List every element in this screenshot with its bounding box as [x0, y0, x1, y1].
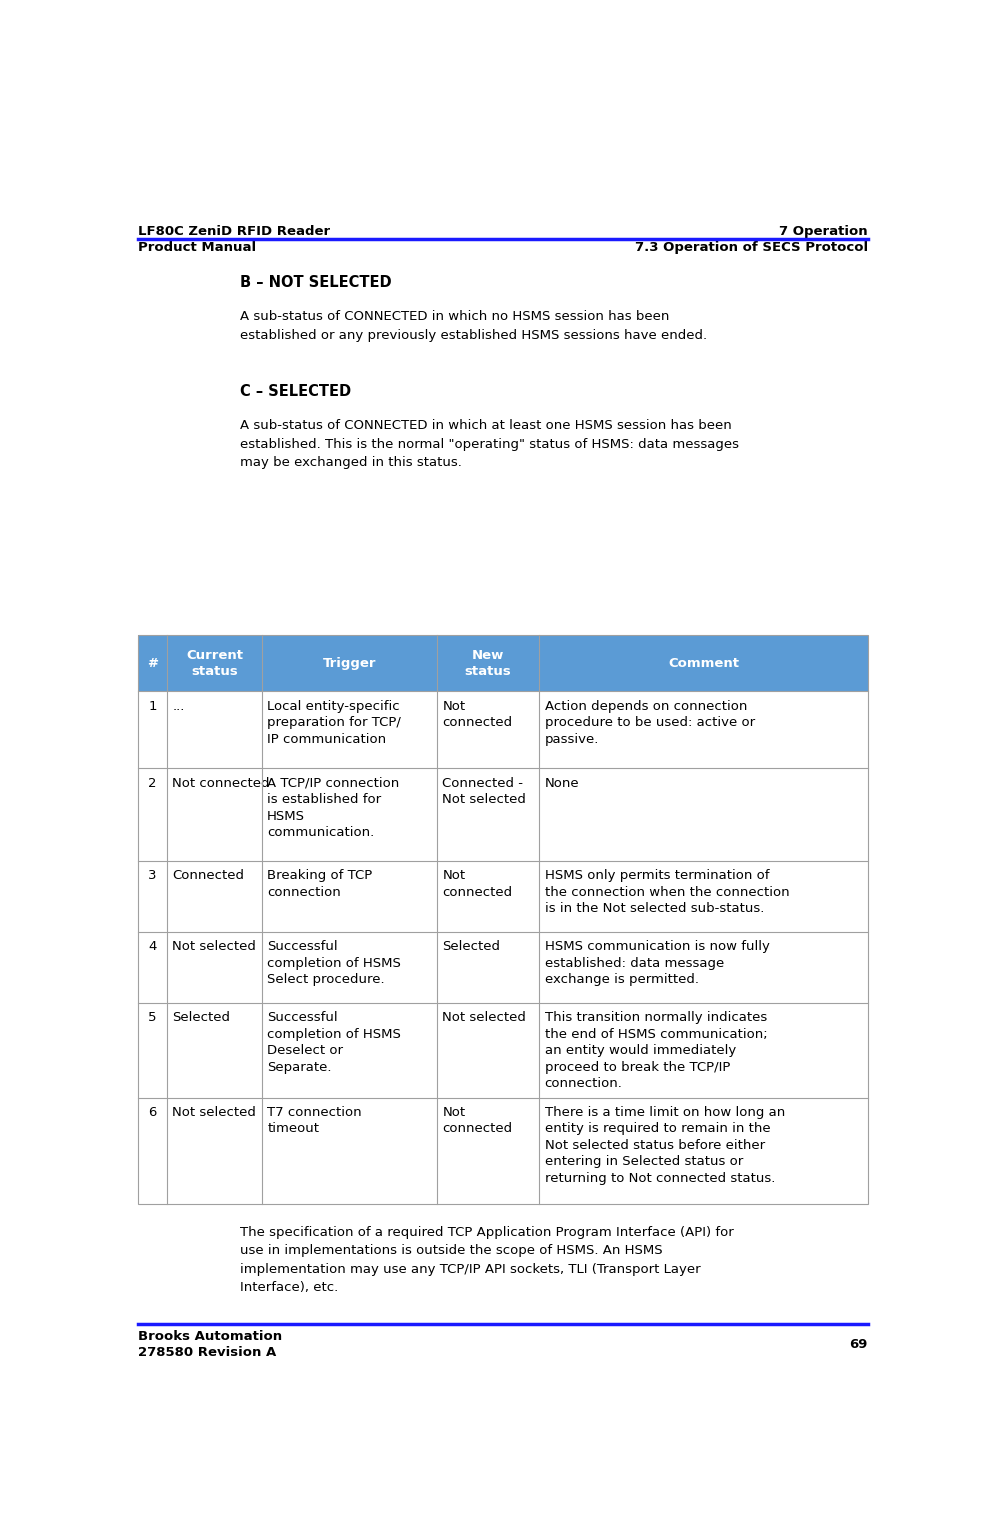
- Text: Not
connected: Not connected: [442, 700, 512, 729]
- Text: Breaking of TCP
connection: Breaking of TCP connection: [267, 869, 373, 898]
- Text: Connected -
Not selected: Connected - Not selected: [442, 777, 526, 806]
- Text: T7 connection
timeout: T7 connection timeout: [267, 1106, 362, 1135]
- Text: Not
connected: Not connected: [442, 1106, 512, 1135]
- Text: 6: 6: [148, 1106, 157, 1120]
- Text: ...: ...: [173, 700, 184, 712]
- Text: Trigger: Trigger: [323, 657, 377, 669]
- Text: A TCP/IP connection
is established for
HSMS
communication.: A TCP/IP connection is established for H…: [267, 777, 399, 840]
- Text: None: None: [544, 777, 579, 789]
- Text: HSMS only permits termination of
the connection when the connection
is in the No: HSMS only permits termination of the con…: [544, 869, 789, 915]
- Text: New
status: New status: [465, 649, 511, 678]
- Text: This transition normally indicates
the end of HSMS communication;
an entity woul: This transition normally indicates the e…: [544, 1010, 767, 1090]
- Text: C – SELECTED: C – SELECTED: [240, 383, 351, 398]
- Text: 3: 3: [148, 869, 157, 883]
- Text: Local entity-specific
preparation for TCP/
IP communication: Local entity-specific preparation for TC…: [267, 700, 401, 746]
- Text: Connected: Connected: [173, 869, 244, 883]
- Bar: [137, 692, 868, 769]
- Text: 278580 Revision A: 278580 Revision A: [137, 1346, 276, 1360]
- Text: There is a time limit on how long an
entity is required to remain in the
Not sel: There is a time limit on how long an ent…: [544, 1106, 785, 1184]
- Text: Selected: Selected: [442, 940, 500, 954]
- Text: A sub-status of CONNECTED in which at least one HSMS session has been
establishe: A sub-status of CONNECTED in which at le…: [240, 418, 740, 469]
- Text: 7 Operation: 7 Operation: [779, 225, 868, 238]
- Text: A sub-status of CONNECTED in which no HSMS session has been
established or any p: A sub-status of CONNECTED in which no HS…: [240, 311, 707, 341]
- Bar: [137, 861, 868, 932]
- Text: Successful
completion of HSMS
Select procedure.: Successful completion of HSMS Select pro…: [267, 940, 401, 986]
- Text: Not connected: Not connected: [173, 777, 270, 789]
- Text: 4: 4: [148, 940, 157, 954]
- Text: Not selected: Not selected: [173, 1106, 256, 1120]
- Text: LF80C ZeniD RFID Reader: LF80C ZeniD RFID Reader: [137, 225, 330, 238]
- Text: Current
status: Current status: [186, 649, 243, 678]
- Text: 7.3 Operation of SECS Protocol: 7.3 Operation of SECS Protocol: [635, 241, 868, 254]
- Text: Product Manual: Product Manual: [137, 241, 256, 254]
- Bar: [137, 1098, 868, 1204]
- Text: Comment: Comment: [668, 657, 739, 669]
- Text: #: #: [147, 657, 158, 669]
- Text: B – NOT SELECTED: B – NOT SELECTED: [240, 275, 392, 289]
- Text: Not
connected: Not connected: [442, 869, 512, 898]
- Bar: [137, 635, 868, 1204]
- Text: Successful
completion of HSMS
Deselect or
Separate.: Successful completion of HSMS Deselect o…: [267, 1010, 401, 1074]
- Bar: [137, 635, 868, 692]
- Text: Selected: Selected: [173, 1010, 231, 1024]
- Text: 2: 2: [148, 777, 157, 789]
- Text: Brooks Automation: Brooks Automation: [137, 1330, 282, 1343]
- Bar: [137, 769, 868, 861]
- Text: Not selected: Not selected: [442, 1010, 526, 1024]
- Text: 5: 5: [148, 1010, 157, 1024]
- Text: The specification of a required TCP Application Program Interface (API) for
use : The specification of a required TCP Appl…: [240, 1226, 734, 1293]
- Text: 69: 69: [850, 1338, 868, 1350]
- Bar: [137, 932, 868, 1003]
- Text: Not selected: Not selected: [173, 940, 256, 954]
- Text: Action depends on connection
procedure to be used: active or
passive.: Action depends on connection procedure t…: [544, 700, 754, 746]
- Text: 1: 1: [148, 700, 157, 712]
- Text: HSMS communication is now fully
established: data message
exchange is permitted.: HSMS communication is now fully establis…: [544, 940, 769, 986]
- Bar: [137, 1003, 868, 1098]
